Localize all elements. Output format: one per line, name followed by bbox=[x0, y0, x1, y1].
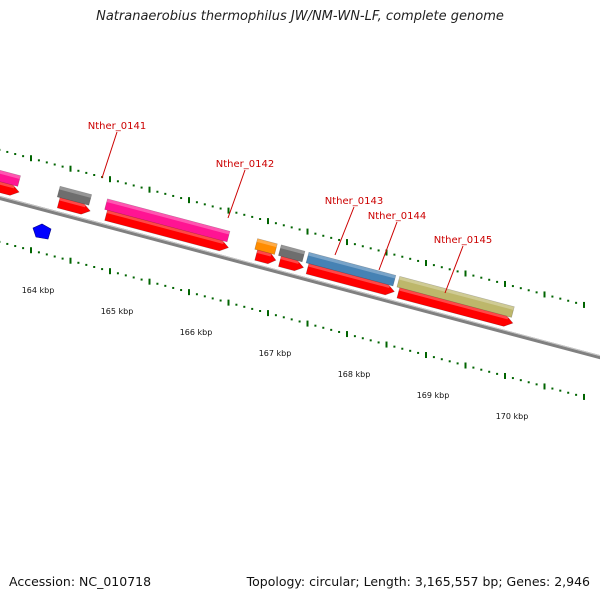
backbone-highlight bbox=[0, 195, 600, 357]
tick-track bbox=[0, 148, 585, 400]
scale-label: 169 kbp bbox=[417, 391, 450, 400]
label-leaders bbox=[101, 131, 464, 294]
scale-label: 166 kbp bbox=[180, 328, 213, 337]
genome-summary-text: Topology: circular; Length: 3,165,557 bp… bbox=[246, 574, 590, 589]
map-title: Natranaerobius thermophilus JW/NM-WN-LF,… bbox=[96, 9, 504, 24]
scale-label: 167 kbp bbox=[259, 349, 292, 358]
gene-feature bbox=[104, 198, 231, 243]
gene-label-leader bbox=[444, 245, 464, 294]
gene-label-leader bbox=[101, 131, 118, 179]
gene-feature bbox=[396, 275, 515, 318]
gene-label: Nther_0145 bbox=[434, 235, 492, 246]
gene-feature bbox=[0, 163, 21, 187]
marker-glyph bbox=[32, 223, 52, 240]
backbone-track bbox=[0, 195, 600, 360]
gene-labels: Nther_0141 Nther_0142 Nther_0143 Nther_0144… bbox=[88, 121, 492, 246]
scale-label: 170 kbp bbox=[496, 412, 529, 421]
gene-feature bbox=[278, 244, 306, 263]
scale-label: 168 kbp bbox=[338, 370, 371, 379]
gene-label: Nther_0144 bbox=[368, 211, 426, 222]
accession-text: Accession: NC_010718 bbox=[9, 574, 152, 589]
scale-label: 164 kbp bbox=[22, 286, 55, 295]
gene-track bbox=[0, 163, 515, 318]
gene-label: Nther_0142 bbox=[216, 159, 274, 170]
scale-labels: 164 kbp 165 kbp 166 kbp 167 kbp 168 kbp 169 k… bbox=[22, 286, 529, 421]
cds-track bbox=[0, 174, 514, 327]
marker-track bbox=[32, 223, 52, 240]
backbone-line bbox=[0, 195, 600, 360]
gene-feature bbox=[254, 238, 278, 255]
gene-label-leader bbox=[227, 169, 246, 219]
gene-label: Nther_0141 bbox=[88, 121, 146, 132]
gene-label-leader bbox=[378, 221, 398, 271]
scale-label: 165 kbp bbox=[101, 307, 134, 316]
gene-label: Nther_0143 bbox=[325, 196, 383, 207]
gene-label-leader bbox=[334, 206, 355, 256]
gene-feature bbox=[56, 185, 93, 206]
gene-feature bbox=[305, 251, 397, 287]
